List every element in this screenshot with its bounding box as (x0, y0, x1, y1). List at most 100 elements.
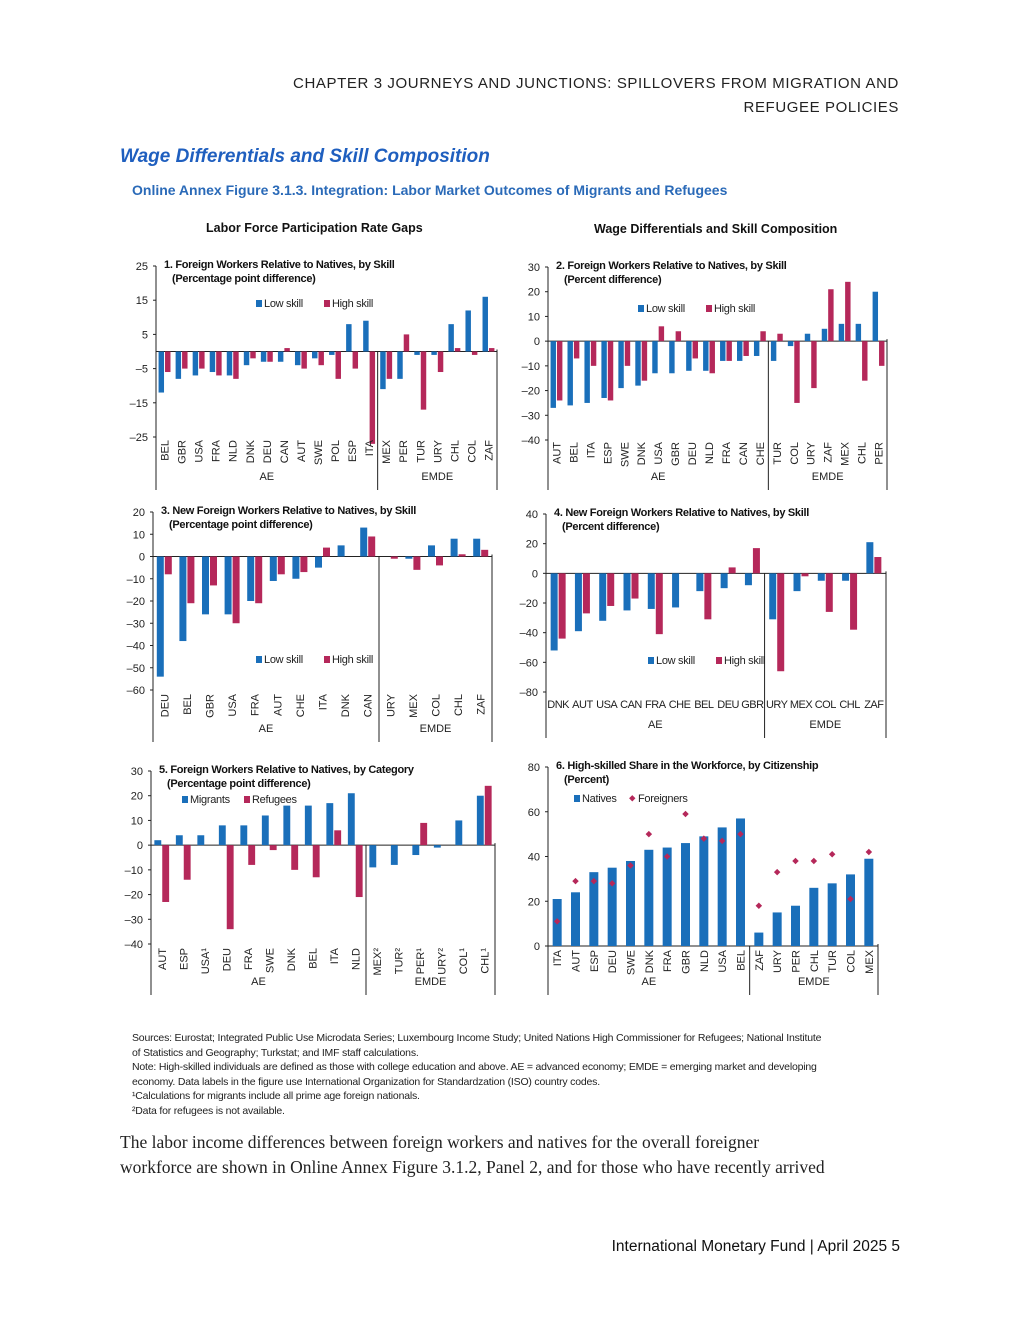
category-label: CAN (620, 699, 642, 711)
bar-series-2 (488, 348, 495, 352)
y-tick-label: 20 (528, 287, 540, 299)
bar-series-1 (329, 351, 335, 355)
category-label: COL¹ (458, 948, 470, 975)
bar-series-2 (607, 341, 614, 401)
bar-series-2 (811, 341, 817, 389)
category-label: DNK (547, 699, 570, 711)
category-label: PER (874, 442, 886, 465)
legend-swatch (629, 795, 636, 802)
bar-series-1 (623, 573, 631, 611)
category-label: PER (398, 440, 410, 463)
bar-series-1 (720, 573, 728, 589)
bar-series-1 (652, 341, 658, 374)
bar-series-1 (476, 795, 484, 846)
bar-series-2 (368, 536, 376, 557)
category-label: COL (815, 699, 837, 711)
bar-series-1 (337, 545, 345, 557)
category-label: CAN (738, 442, 750, 465)
bar-series-2 (187, 556, 195, 604)
point-foreigners (847, 895, 854, 903)
bar-series-2 (232, 556, 240, 624)
bar-series-1 (720, 341, 726, 361)
legend-label: High skill (714, 303, 755, 315)
bar-series-1 (686, 341, 692, 371)
y-tick-label: 20 (131, 791, 143, 803)
category-label: DEU (607, 950, 619, 973)
legend-label: Foreigners (638, 793, 688, 805)
bar-series-1 (601, 341, 607, 398)
bar-series-1 (567, 341, 573, 406)
chart-panel-1: 25 15 5 –5 –15 –25 1. Foreign Workers Relative… (130, 259, 498, 490)
category-label: AUT (296, 440, 308, 462)
header-line-2: REFUGEE POLICIES (743, 99, 899, 116)
bar-series-2 (582, 573, 590, 614)
bar-series-1 (753, 341, 760, 356)
bar-series-1 (226, 351, 233, 376)
category-label: MEX (864, 949, 876, 974)
bar-series-1 (240, 825, 248, 846)
group-label: EMDE (415, 976, 447, 988)
category-label: MEX (790, 699, 814, 711)
note-line: ²Data for refugees is not available. (132, 1104, 285, 1117)
category-label: FRA (721, 441, 733, 464)
bar-series-2 (641, 341, 648, 381)
point-foreigners (792, 857, 799, 865)
category-label: ITA (552, 949, 564, 966)
category-label: CHL (839, 699, 860, 711)
category-label: AUT (157, 948, 169, 970)
bar-series-1 (574, 573, 582, 632)
category-label: CHE (669, 699, 691, 711)
bar-series-1 (428, 545, 435, 557)
bar-series-2 (250, 351, 256, 359)
note-line: Note: High-skilled individuals are defin… (132, 1061, 817, 1074)
page-footer: International Monetary Fund | April 2025… (611, 1238, 900, 1255)
bar-series-2 (471, 351, 478, 355)
bar-series-1 (584, 341, 590, 403)
category-label: USA (717, 949, 729, 972)
bar-series-2 (655, 573, 663, 635)
category-label: COL (789, 442, 801, 465)
category-label: NLD (350, 948, 362, 970)
bar-series-1 (197, 835, 205, 846)
bar-series-2 (164, 556, 172, 575)
legend-swatch (244, 796, 250, 803)
panel-subtitle: (Percent difference) (564, 274, 662, 286)
running-header: CHAPTER 3 JOURNEYS AND JUNCTIONS: SPILLO… (199, 72, 899, 120)
category-label: DEU (221, 948, 233, 971)
category-label: BEL (568, 442, 580, 463)
category-label: MEX² (372, 948, 384, 976)
bar-natives (827, 883, 837, 946)
bar-series-2 (420, 822, 428, 846)
bar-series-1 (696, 573, 704, 592)
bar-series-1 (866, 542, 874, 574)
legend-label: High skill (332, 298, 373, 310)
bar-natives (736, 818, 745, 946)
bar-series-1 (158, 351, 165, 393)
bar-series-1 (412, 845, 420, 856)
y-tick-label: 20 (528, 896, 540, 908)
category-label: URY (772, 949, 784, 973)
category-label: TUR (772, 442, 784, 465)
y-tick-label: 30 (131, 766, 143, 778)
note-line: Sources: Eurostat; Integrated Public Use… (132, 1032, 822, 1044)
point-foreigners (645, 830, 653, 838)
category-label: TUR² (393, 948, 405, 975)
body-line: The labor income differences between for… (120, 1132, 760, 1152)
legend-swatch (182, 796, 188, 803)
category-label: CHL (809, 950, 821, 972)
y-tick-label: 0 (534, 941, 540, 953)
point-foreigners (737, 830, 744, 838)
bar-series-2 (777, 333, 783, 342)
category-label: TUR (415, 440, 427, 463)
legend-swatch (324, 656, 330, 663)
bar-natives (626, 860, 635, 946)
bar-series-1 (315, 556, 322, 568)
bar-series-2 (413, 556, 421, 570)
panel-subtitle: (Percentage point difference) (167, 778, 311, 790)
bar-series-1 (448, 324, 454, 352)
bar-series-1 (550, 573, 558, 651)
bar-series-2 (777, 573, 785, 672)
category-label: FRA (645, 699, 667, 711)
category-label: DNK (286, 947, 298, 971)
group-label: AE (259, 471, 274, 483)
